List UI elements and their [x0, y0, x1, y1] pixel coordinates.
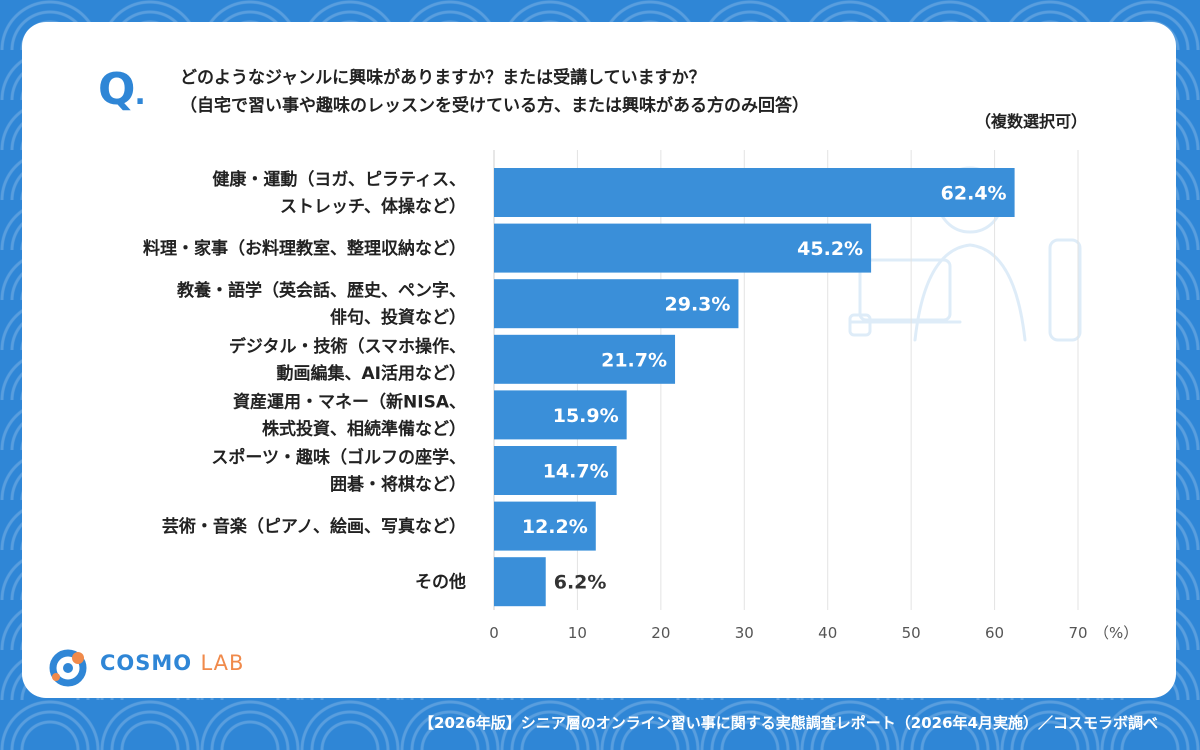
x-tick-label: 10	[568, 624, 587, 642]
category-label: 資産運用・マネー（新NISA、	[233, 391, 466, 412]
value-label: 15.9%	[553, 405, 619, 427]
category-label: デジタル・技術（スマホ操作、	[229, 336, 466, 357]
value-label: 29.3%	[665, 294, 731, 316]
value-label: 45.2%	[797, 238, 863, 260]
category-label: 動画編集、AI活用など）	[277, 363, 466, 384]
x-tick-label: 40	[818, 624, 837, 642]
bar	[494, 390, 627, 440]
x-tick-label: 30	[735, 624, 754, 642]
value-label: 6.2%	[554, 572, 607, 594]
cosmo-lab-logo-text: COSMO LAB	[100, 651, 244, 675]
value-label: 62.4%	[941, 183, 1007, 205]
category-label: 芸術・音楽（ピアノ、絵画、写真など）	[162, 516, 466, 537]
x-tick-label: 60	[985, 624, 1004, 642]
bar	[494, 279, 739, 329]
question-line-1: どのようなジャンルに興味がありますか？または受講していますか？	[180, 68, 706, 88]
bar	[494, 168, 1015, 217]
question-mark: Q.	[98, 64, 146, 115]
logo-brand: COSMO	[100, 651, 193, 675]
bar	[494, 501, 596, 551]
value-label: 14.7%	[543, 461, 609, 483]
question-mark-dot: .	[134, 77, 145, 112]
category-label: 囲碁・将棋など）	[330, 474, 466, 495]
cosmo-lab-logo-icon	[49, 649, 87, 687]
question-text: どのようなジャンルに興味がありますか？または受講していますか？ （自宅で習い事や…	[180, 64, 1080, 120]
category-label: 教養・語学（英会話、歴史、ペン字、	[176, 280, 466, 301]
bar	[494, 334, 676, 384]
category-label: 料理・家事（お料理教室、整理収納など）	[143, 238, 466, 259]
multiple-choice-note: （複数選択可）	[975, 112, 1088, 131]
x-axis-unit: （%）	[1094, 624, 1138, 642]
x-tick-label: 70	[1068, 624, 1087, 642]
category-label: 株式投資、相続準備など）	[262, 418, 466, 439]
value-label: 21.7%	[601, 349, 667, 371]
x-tick-label: 0	[489, 624, 499, 642]
source-footer: 【2026年版】シニア層のオンライン習い事に関する実態調査レポート（2026年4…	[419, 714, 1158, 732]
x-tick-label: 20	[651, 624, 670, 642]
bar	[494, 223, 872, 273]
question-line-2: （自宅で習い事や趣味のレッスンを受けている方、または興味がある方のみ回答）	[180, 96, 809, 116]
logo-sub: LAB	[200, 651, 245, 675]
bar	[494, 446, 617, 495]
bar	[494, 557, 546, 607]
value-label: 12.2%	[522, 516, 588, 538]
category-label: スポーツ・趣味（ゴルフの座学、	[211, 447, 466, 468]
category-label: 健康・運動（ヨガ、ピラティス、	[212, 169, 466, 190]
question-mark-letter: Q	[98, 64, 135, 115]
category-label: その他	[415, 572, 466, 593]
category-label: 俳句、投資など）	[330, 307, 466, 328]
x-tick-label: 50	[902, 624, 921, 642]
category-label: ストレッチ、体操など）	[280, 196, 466, 217]
